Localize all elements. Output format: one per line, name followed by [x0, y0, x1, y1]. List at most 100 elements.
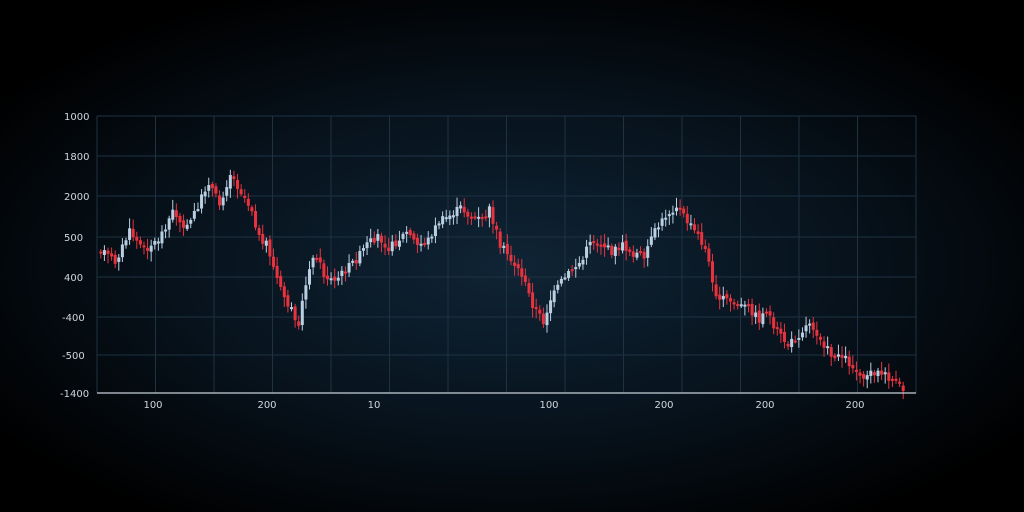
candle-down [854, 369, 858, 372]
candle-up [369, 238, 373, 243]
candle-down [570, 269, 574, 272]
candle-down [728, 298, 732, 302]
candle-down [815, 329, 819, 336]
x-tick-label: 200 [257, 400, 276, 411]
candle-up [300, 300, 304, 326]
candle-layer [99, 169, 905, 400]
candle-down [462, 206, 466, 213]
candle-up [613, 246, 617, 256]
candle-down [772, 317, 776, 329]
candle-up [800, 332, 804, 338]
y-tick-label: 1000 [64, 112, 89, 123]
candle-up [675, 207, 679, 212]
y-tick-label: 500 [64, 233, 83, 244]
candle-down [782, 331, 786, 342]
candle-down [764, 311, 768, 314]
candle-down [254, 211, 258, 228]
candle-up [653, 228, 657, 238]
candle-up [351, 260, 355, 263]
candle-down [538, 309, 542, 314]
candle-down [682, 208, 686, 214]
candle-up [444, 217, 448, 220]
candle-down [746, 304, 750, 307]
candle-down [257, 228, 261, 235]
candle-up [549, 300, 553, 314]
candle-down [750, 303, 754, 316]
candle-up [203, 191, 207, 197]
candle-down [243, 195, 247, 199]
candle-down [851, 365, 855, 369]
candle-down [599, 244, 603, 247]
candle-down [297, 321, 301, 326]
candle-up [836, 354, 840, 357]
candle-up [192, 210, 196, 219]
candle-up [797, 337, 801, 340]
candle-up [826, 346, 830, 349]
candle-down [333, 276, 337, 281]
x-tick-label: 10 [368, 400, 381, 411]
candle-up [365, 242, 369, 249]
candle-down [531, 292, 535, 308]
candle-down [710, 261, 715, 283]
x-tick-labels: 100 200 10 100 200 200 200 [143, 400, 864, 411]
y-tick-labels: 1000 1800 2000 500 400 -400 -500 -1400 [60, 112, 89, 400]
candle-down [887, 372, 891, 381]
candle-up [448, 215, 452, 220]
candle-down [239, 189, 243, 195]
candle-down [527, 282, 531, 294]
candle-down [412, 233, 416, 240]
candle-down [894, 378, 898, 381]
candle-up [588, 241, 592, 246]
y-tick-label: 1800 [64, 152, 89, 163]
candle-down [318, 257, 322, 263]
candle-up [189, 220, 193, 224]
candle-down [268, 239, 272, 257]
candle-down [725, 294, 729, 299]
candle-up [437, 223, 441, 226]
x-tick-label: 100 [539, 400, 558, 411]
candle-down [218, 195, 222, 206]
candle-up [167, 218, 171, 230]
candle-down [372, 237, 376, 243]
candle-up [545, 312, 549, 326]
candle-down [415, 237, 419, 245]
candle-up [649, 236, 653, 245]
candle-up [743, 304, 747, 307]
candle-down [408, 230, 412, 236]
candle-up [646, 246, 650, 258]
candle-down [862, 373, 866, 379]
candle-up [185, 224, 189, 229]
candle-down [261, 234, 265, 244]
candle-up [153, 240, 157, 245]
candle-down [700, 232, 704, 245]
candle-down [595, 243, 599, 246]
candle-down [541, 313, 545, 325]
candle-up [689, 223, 693, 226]
candle-down [354, 260, 358, 264]
candle-down [387, 247, 391, 251]
candle-down [473, 216, 477, 219]
y-tick-label: -1400 [60, 389, 89, 400]
candle-down [315, 257, 319, 260]
candle-down [628, 249, 632, 252]
candle-up [502, 245, 506, 249]
candle-up [376, 234, 380, 241]
candle-down [293, 306, 297, 321]
candle-up [304, 285, 308, 300]
candle-up [390, 241, 394, 252]
candle-down [718, 294, 722, 300]
candle-up [574, 267, 578, 270]
candle-down [639, 251, 643, 254]
candle-up [459, 205, 463, 209]
candle-up [754, 312, 758, 317]
candle-down [210, 183, 214, 189]
candle-up [585, 246, 589, 258]
y-tick-label: -400 [62, 313, 85, 324]
y-tick-label: 400 [64, 273, 83, 284]
candle-up [581, 259, 585, 265]
x-tick-label: 200 [654, 400, 673, 411]
candle-up [876, 370, 880, 377]
candle-up [477, 216, 481, 219]
candle-down [642, 251, 646, 259]
